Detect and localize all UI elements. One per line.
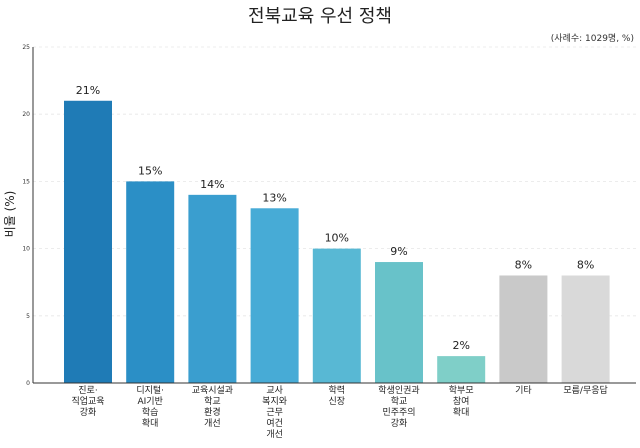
x-tick-label: 근무 [266, 407, 283, 418]
x-tick-label: 디지털· [136, 384, 164, 396]
x-tick-label: 확대 [453, 406, 470, 418]
chart-subtitle: (사례수: 1029명, %) [551, 33, 634, 44]
data-labels: 21% 15% 14% 13% 10% 9% 2% 8% 8% [76, 84, 595, 352]
bars-layer [64, 100, 610, 383]
bar [437, 356, 486, 383]
x-tick-label: 강화 [391, 418, 408, 429]
x-tick-label: 교사 [266, 385, 283, 396]
bar [250, 208, 299, 383]
x-tick-label: 여건 [266, 417, 283, 429]
bar [561, 275, 610, 383]
bar [312, 248, 361, 383]
x-tick-label: 확대 [142, 417, 159, 429]
x-tick-label: 학생인권과 [378, 384, 419, 396]
x-tick-label: 강화 [80, 407, 97, 418]
y-tick-label: 0 [26, 380, 30, 387]
chart-title: 전북교육 우선 정책 [248, 6, 392, 27]
x-tick-label: 학교 [391, 396, 408, 407]
axis-layer [32, 47, 636, 384]
x-tick-label: AI기반 [138, 396, 163, 407]
y-tick-label: 25 [22, 44, 30, 51]
x-tick-label: 민주주의 [382, 407, 415, 418]
y-tick-label: 15 [22, 178, 30, 185]
x-tick-label: 모름/무응답 [563, 384, 607, 396]
x-tick-label: 학교 [204, 396, 221, 407]
y-tick-labels: 0 5 10 15 20 25 [22, 44, 30, 387]
x-tick-labels: 진로·직업교육강화디지털·AI기반학습확대교육시설과학교환경개선교사복지와근무여… [71, 384, 607, 440]
y-tick-label: 5 [26, 313, 30, 320]
bar [126, 181, 175, 383]
y-tick-label: 20 [22, 111, 30, 118]
y-axis-label: 비율 (%) [3, 191, 17, 238]
x-tick-label: 참여 [453, 395, 470, 407]
x-tick-label: 학부모 [449, 385, 474, 396]
x-tick-label: 신장 [329, 396, 346, 407]
x-tick-label: 개선 [266, 429, 283, 440]
data-label: 8% [577, 258, 594, 271]
x-tick-label: 복지와 [262, 395, 287, 407]
x-tick-label: 교육시설과 [192, 385, 233, 396]
data-label: 10% [325, 232, 349, 245]
data-label: 9% [390, 245, 407, 258]
y-tick-label: 10 [22, 246, 30, 253]
x-tick-label: 학력 [329, 384, 346, 396]
x-tick-label: 환경 [204, 406, 221, 418]
data-label: 21% [76, 84, 100, 97]
data-label: 2% [452, 339, 469, 352]
x-tick-label: 개선 [204, 418, 221, 429]
bar [375, 262, 423, 383]
data-label: 13% [262, 191, 286, 204]
x-tick-label: 진로· [78, 385, 97, 396]
data-label: 14% [200, 178, 224, 191]
data-label: 8% [515, 258, 532, 271]
bar [499, 275, 548, 383]
x-tick-label: 학습 [142, 407, 159, 418]
x-tick-label: 직업교육 [71, 396, 104, 407]
data-label: 15% [138, 164, 162, 177]
bar [64, 100, 112, 383]
x-tick-label: 기타 [515, 385, 532, 396]
bar [188, 194, 237, 383]
